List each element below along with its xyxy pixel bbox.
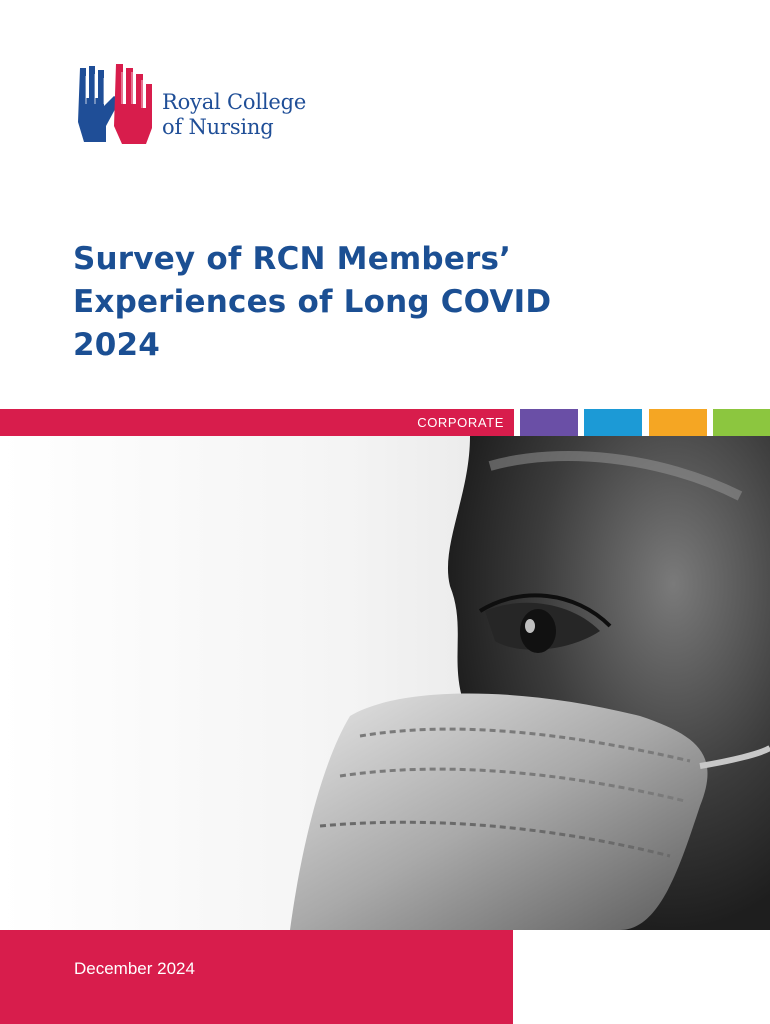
report-title: Survey of RCN Members’ Experiences of Lo… — [73, 238, 713, 367]
brand-name-line1: Royal College — [162, 90, 307, 114]
publication-date: December 2024 — [74, 959, 195, 978]
report-title-line3: 2024 — [73, 327, 161, 363]
category-band: CORPORATE — [0, 409, 770, 436]
rcn-logo: Royal College of Nursing — [72, 62, 312, 152]
swatch-orange — [649, 409, 707, 436]
brand-name: Royal College of Nursing — [162, 90, 306, 140]
report-title-line1: Survey of RCN Members’ — [73, 241, 512, 277]
masked-face-photo-icon — [0, 436, 770, 930]
footer-date-block: December 2024 — [0, 930, 513, 1024]
category-label: CORPORATE — [417, 415, 504, 430]
swatch-green — [713, 409, 770, 436]
two-hands-n-logo-icon — [78, 64, 152, 144]
brand-name-line2: of Nursing — [162, 115, 274, 139]
swatch-purple — [520, 409, 578, 436]
category-band-red: CORPORATE — [0, 409, 514, 436]
report-title-line2: Experiences of Long COVID — [73, 284, 552, 320]
swatch-blue — [584, 409, 642, 436]
